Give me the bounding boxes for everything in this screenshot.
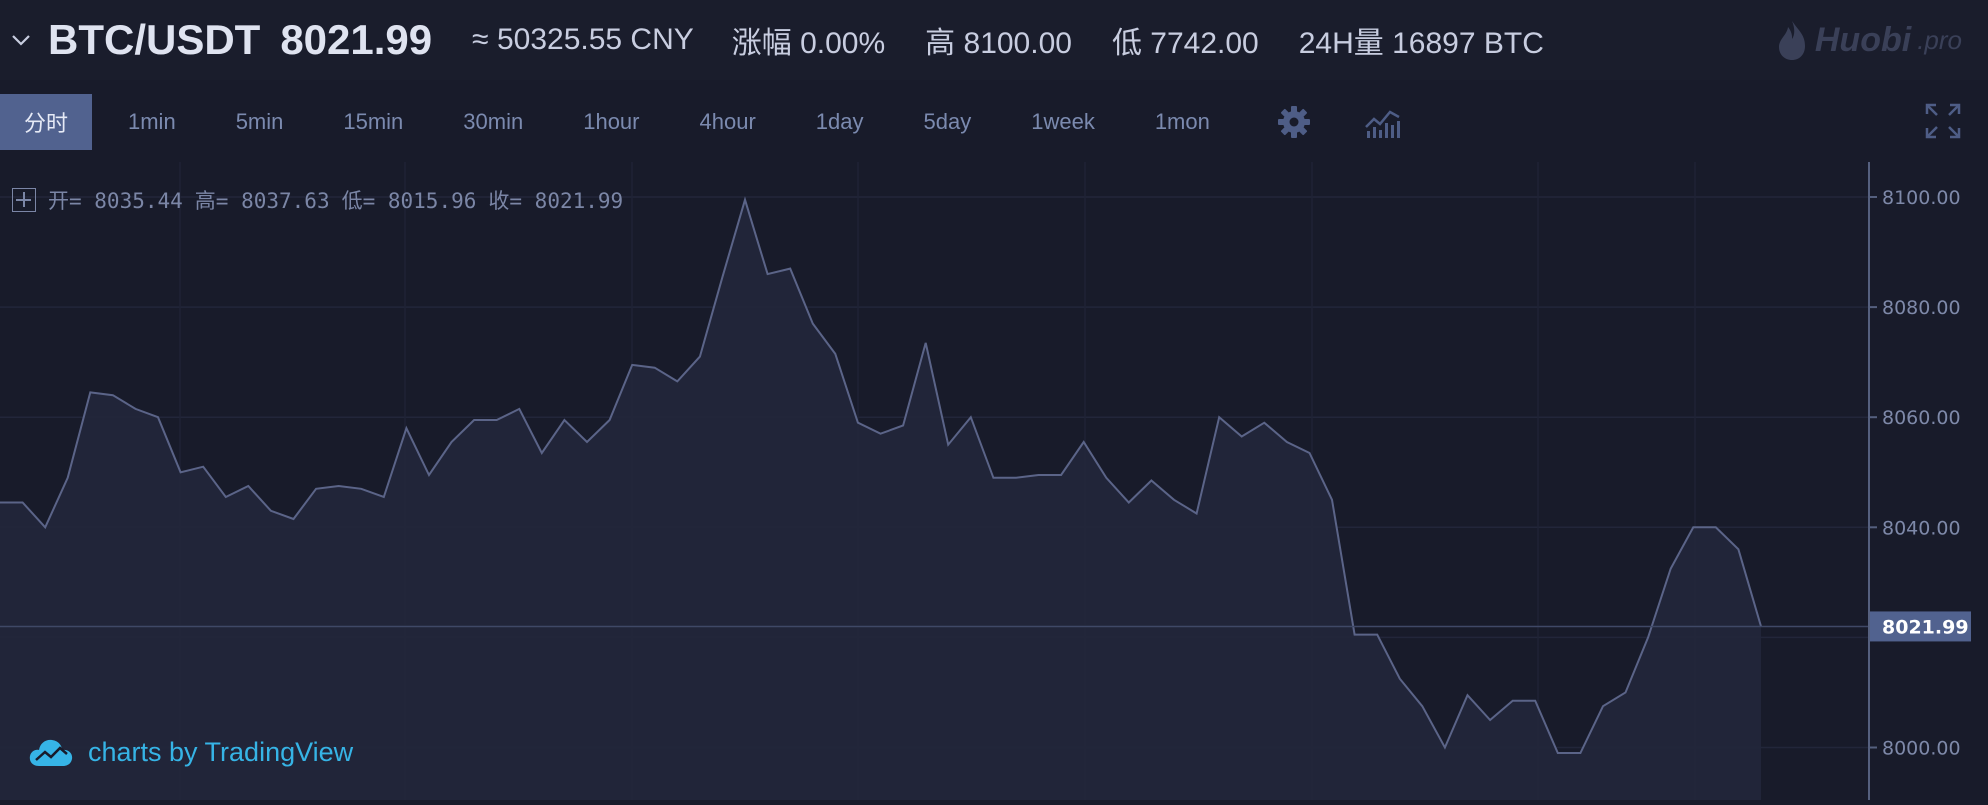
legend-open: 开= 8035.44 [48,189,183,213]
fullscreen-icon[interactable] [1924,102,1962,140]
y-tick-label: 8060.00 [1882,407,1961,429]
price-axis: 8100.00 8080.00 8060.00 8040.00 8000.00 [1869,187,1961,760]
tab-15min[interactable]: 15min [343,109,404,134]
price-tag-label: 8021.99 [1882,616,1969,638]
indicators-icon[interactable] [1364,105,1402,139]
tab-1day[interactable]: 1day [815,109,864,134]
price-change: 涨幅 0.00% [731,27,886,60]
tab-4hour[interactable]: 4hour [699,109,756,134]
legend-close: 收= 8021.99 [488,189,624,213]
chevron-down-icon[interactable] [4,20,38,60]
expand-legend-icon[interactable] [12,188,36,212]
tab-1week[interactable]: 1week [1031,109,1095,134]
y-tick-label: 8000.00 [1882,738,1961,760]
tab-1hour[interactable]: 1hour [583,109,640,134]
y-tick-label: 8100.00 [1882,187,1961,209]
tab-5min[interactable]: 5min [235,109,284,134]
logo-suffix: .pro [1917,24,1962,55]
tradingview-watermark[interactable]: charts by TradingView [28,736,353,768]
tab-30min[interactable]: 30min [463,109,524,134]
watermark-label: charts by TradingView [88,736,354,767]
y-tick-label: 8080.00 [1882,297,1961,319]
flame-icon [1778,21,1805,60]
volume-24h: 24H量 16897 BTC [1298,27,1544,60]
current-price-tag: 8021.99 [1870,611,1971,642]
price-line [0,196,1762,754]
huobi-logo: Huobi .pro [1775,10,1962,70]
legend-high: 高= 8037.63 [194,189,330,213]
high-24h: 高 8100.00 [925,27,1072,60]
y-tick-label: 8040.00 [1882,517,1961,539]
legend-low: 低= 8015.96 [341,189,477,213]
tab-5day[interactable]: 5day [923,109,972,134]
chart-canvas[interactable]: 8100.00 8080.00 8060.00 8040.00 8000.00 8021… [0,162,1988,801]
cny-price: ≈ 50325.55 CNY [472,23,694,56]
interval-toolbar: 分时 1min 5min 15min 30min 1hour 4hour 1da… [0,82,1988,162]
trading-pair: BTC/USDT [48,16,261,63]
low-24h: 低 7742.00 [1111,27,1259,60]
tab-1mon[interactable]: 1mon [1154,109,1210,134]
price-tag-box [1870,611,1971,642]
cloud-icon [29,739,73,766]
ohlc-legend: 开= 8035.44 高= 8037.63 低= 8015.96 收= 8021… [12,185,623,215]
tab-1min[interactable]: 1min [128,109,176,134]
logo-text: Huobi [1814,20,1912,59]
price-area-fill [0,199,1761,801]
last-price: 8021.99 [280,16,433,63]
price-chart[interactable]: 8100.00 8080.00 8060.00 8040.00 8000.00 8021… [0,162,1988,801]
ticker-header: BTC/USDT 8021.99 ≈ 50325.55 CNY 涨幅 0.00%… [0,0,1988,80]
tab-timeline[interactable]: 分时 [0,94,92,150]
gear-icon[interactable] [1276,104,1312,140]
